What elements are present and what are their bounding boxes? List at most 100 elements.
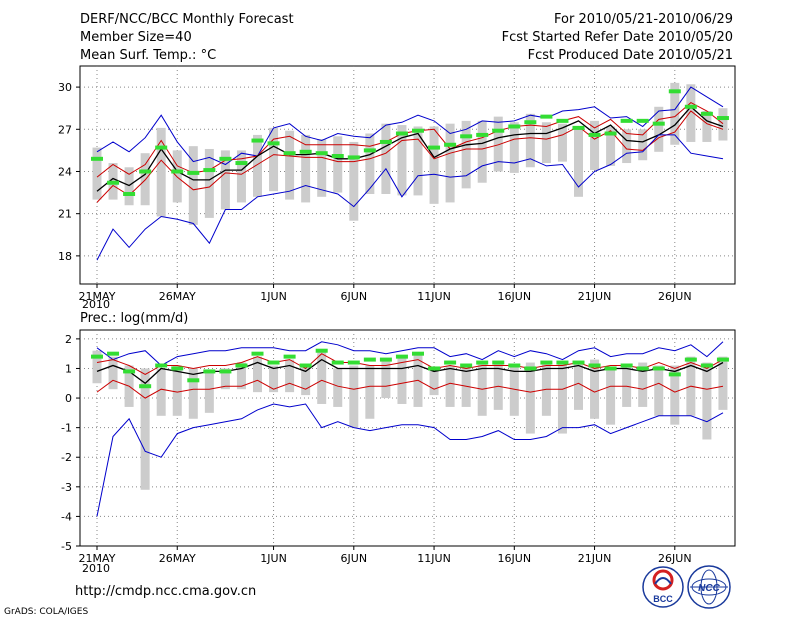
member-size: Member Size=40 bbox=[80, 30, 192, 45]
fcst-produced: Fcst Produced Date 2010/05/21 bbox=[528, 48, 733, 63]
member-range-bar bbox=[413, 126, 423, 196]
member-range-bar bbox=[365, 133, 375, 194]
observed-mark bbox=[508, 363, 521, 368]
observed-mark bbox=[139, 169, 152, 174]
observed-mark bbox=[363, 148, 376, 153]
member-range-bar bbox=[269, 127, 279, 192]
member-range-bar bbox=[188, 368, 198, 419]
member-range-bar bbox=[108, 356, 118, 390]
bcc-logo-text: BCC bbox=[653, 594, 673, 604]
member-range-bar bbox=[92, 147, 102, 200]
observed-mark bbox=[379, 357, 392, 362]
member-range-bar bbox=[638, 362, 648, 407]
member-range-bar bbox=[461, 120, 471, 189]
observed-mark bbox=[428, 366, 441, 371]
member-range-bar bbox=[654, 106, 664, 152]
member-range-bar bbox=[285, 359, 295, 393]
observed-mark bbox=[604, 131, 617, 136]
prec-panel-frame bbox=[79, 329, 736, 547]
observed-mark bbox=[299, 363, 312, 368]
member-range-bar bbox=[317, 350, 327, 404]
observed-mark bbox=[379, 139, 392, 144]
observed-mark bbox=[492, 360, 505, 365]
member-range-bar bbox=[220, 368, 230, 390]
bcc-logo: BCC bbox=[642, 566, 684, 608]
observed-mark bbox=[219, 156, 232, 161]
member-range-bar bbox=[220, 150, 230, 210]
series-line-spread_lower bbox=[96, 110, 724, 203]
member-range-bar bbox=[670, 82, 680, 145]
y-tick-label: -2 bbox=[61, 451, 72, 464]
member-range-bar bbox=[590, 120, 600, 171]
observed-mark bbox=[652, 121, 665, 126]
y-tick-label: 24 bbox=[58, 165, 72, 178]
observed-mark bbox=[684, 104, 697, 109]
x-tick-label-0: 21MAY bbox=[79, 552, 116, 565]
x-tick-label-5: 16JUN bbox=[498, 552, 532, 565]
observed-mark bbox=[684, 357, 697, 362]
member-range-bar bbox=[204, 148, 214, 218]
member-range-bar bbox=[445, 123, 455, 203]
observed-mark bbox=[91, 354, 103, 359]
y-tick-label: 2 bbox=[65, 333, 72, 346]
observed-mark bbox=[716, 116, 729, 121]
member-range-bar bbox=[525, 362, 535, 434]
x-tick-label-2: 1JUN bbox=[260, 552, 287, 565]
member-range-bar bbox=[445, 365, 455, 407]
observed-mark bbox=[620, 118, 633, 123]
member-range-bar bbox=[317, 139, 327, 197]
x-tick-label-0: 21MAY bbox=[79, 290, 116, 303]
member-range-bar bbox=[574, 129, 583, 197]
observed-mark bbox=[139, 384, 152, 389]
observed-mark bbox=[540, 114, 553, 119]
y-tick-label: 21 bbox=[58, 208, 72, 221]
observed-mark bbox=[460, 363, 473, 368]
member-range-bar bbox=[557, 362, 567, 434]
series-line-spread_upper bbox=[96, 353, 724, 375]
member-range-bar bbox=[397, 125, 407, 196]
y-tick-label: -3 bbox=[61, 481, 72, 494]
y-tick-label: -5 bbox=[61, 540, 72, 553]
member-range-bar bbox=[718, 356, 728, 410]
observed-mark bbox=[155, 145, 168, 150]
x-tick-label-6: 21JUN bbox=[578, 290, 612, 303]
observed-mark bbox=[123, 369, 136, 374]
member-range-bar bbox=[253, 356, 262, 393]
prec-panel: -5 -4 -3 -2 -1 0 1 2 21MAY 26MAY 1JUN 6JUN 11JUN 16JU… bbox=[61, 330, 735, 565]
observed-mark bbox=[508, 124, 521, 129]
observed-mark bbox=[668, 372, 681, 377]
member-range-bar bbox=[188, 146, 198, 225]
member-range-bar bbox=[397, 356, 407, 404]
observed-mark bbox=[540, 360, 553, 365]
x-tick-label-3: 6JUN bbox=[341, 552, 368, 565]
member-range-bar bbox=[381, 359, 391, 399]
x-tick-label-3: 6JUN bbox=[341, 290, 368, 303]
observed-mark bbox=[636, 118, 649, 123]
member-range-bar bbox=[236, 362, 246, 390]
observed-mark bbox=[556, 118, 569, 123]
observed-mark bbox=[283, 354, 296, 359]
observed-mark bbox=[444, 142, 457, 147]
observed-mark bbox=[107, 180, 120, 185]
temp-panel-frame bbox=[79, 65, 736, 285]
observed-mark bbox=[315, 348, 328, 353]
observed-mark bbox=[171, 169, 184, 174]
member-range-bar bbox=[285, 130, 295, 200]
observed-mark bbox=[460, 134, 473, 139]
temp-panel: 18 21 24 27 30 21MAY 26MAY 1JUN 6JUN 11JUN 16JUN 21… bbox=[58, 66, 735, 303]
member-range-bar bbox=[253, 134, 262, 197]
member-range-bar bbox=[349, 365, 359, 428]
member-range-bar bbox=[269, 365, 279, 393]
observed-mark bbox=[331, 360, 344, 365]
member-range-bar bbox=[381, 123, 391, 194]
observed-mark bbox=[155, 363, 168, 368]
member-range-bar bbox=[156, 127, 166, 217]
member-range-bar bbox=[718, 108, 728, 141]
observed-mark bbox=[235, 161, 248, 166]
member-range-bar bbox=[92, 350, 102, 384]
prec-panel-label: Prec.: log(mm/d) bbox=[80, 311, 188, 326]
observed-mark bbox=[267, 360, 280, 365]
observed-mark bbox=[652, 366, 665, 371]
observed-mark bbox=[572, 360, 585, 365]
